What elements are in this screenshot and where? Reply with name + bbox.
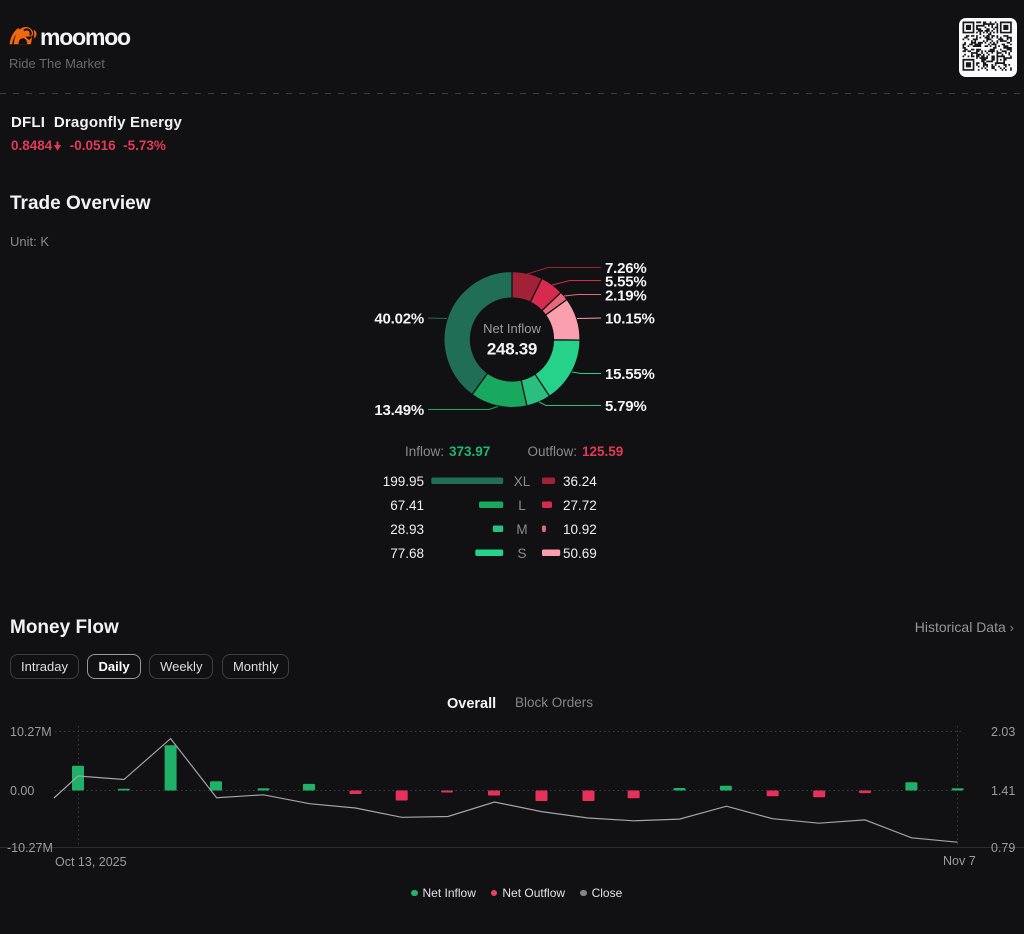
svg-text:2.19%: 2.19%: [605, 288, 647, 305]
svg-text:2.03: 2.03: [991, 725, 1015, 739]
svg-text:7.26%: 7.26%: [605, 260, 647, 277]
svg-text:10.27M: 10.27M: [10, 725, 52, 739]
svg-text:10.92: 10.92: [563, 522, 597, 537]
svg-text:36.24: 36.24: [563, 474, 597, 489]
svg-text:77.68: 77.68: [390, 546, 424, 561]
svg-text:Inflow:: Inflow:: [405, 444, 444, 459]
svg-text:1.41: 1.41: [991, 784, 1015, 798]
svg-text:28.93: 28.93: [390, 522, 424, 537]
svg-text:Net Inflow: Net Inflow: [483, 321, 541, 336]
svg-text:5.55%: 5.55%: [605, 274, 647, 291]
svg-text:XL: XL: [514, 474, 531, 489]
svg-text:0.00: 0.00: [10, 784, 34, 798]
svg-text:-10.27M: -10.27M: [7, 841, 53, 855]
svg-text:10.15%: 10.15%: [605, 311, 655, 328]
svg-text:27.72: 27.72: [563, 498, 597, 513]
svg-text:5.79%: 5.79%: [605, 398, 647, 415]
svg-text:Nov 7: Nov 7: [943, 854, 976, 868]
svg-text:M: M: [516, 522, 527, 537]
svg-text:0.79: 0.79: [991, 841, 1015, 855]
svg-text:50.69: 50.69: [563, 546, 597, 561]
svg-text:199.95: 199.95: [383, 474, 424, 489]
svg-text:13.49%: 13.49%: [374, 402, 424, 419]
svg-text:S: S: [517, 546, 526, 561]
svg-text:L: L: [518, 498, 526, 513]
svg-text:248.39: 248.39: [487, 340, 537, 359]
svg-text:Outflow:: Outflow:: [527, 444, 577, 459]
svg-text:373.97: 373.97: [449, 444, 490, 459]
svg-text:40.02%: 40.02%: [374, 311, 424, 328]
svg-text:125.59: 125.59: [582, 444, 623, 459]
svg-text:Oct 13, 2025: Oct 13, 2025: [55, 855, 127, 869]
svg-text:15.55%: 15.55%: [605, 366, 655, 383]
svg-text:67.41: 67.41: [390, 498, 424, 513]
